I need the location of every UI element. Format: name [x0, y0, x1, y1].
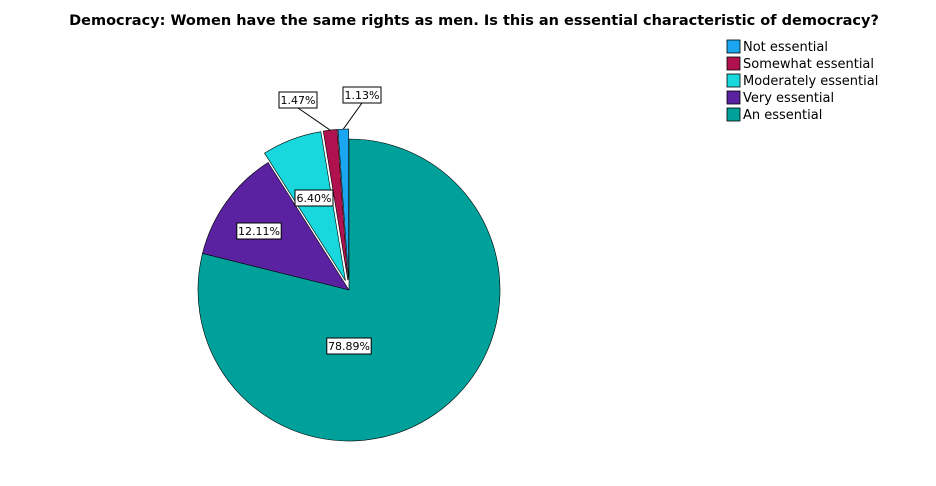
- legend-label: Very essential: [743, 91, 834, 106]
- slice-somewhat-essential: [322, 129, 349, 281]
- data-label-box: [294, 189, 334, 207]
- legend-item-somewhat-essential: Somewhat essential: [726, 56, 874, 72]
- legend-label: An essential: [743, 108, 822, 123]
- legend-swatch: [726, 90, 741, 105]
- legend-item-not-essential: Not essential: [726, 39, 828, 55]
- data-label-box: [342, 86, 382, 104]
- data-label-box: [278, 91, 318, 109]
- data-label-an-essential: 78.89%: [326, 337, 372, 355]
- legend-label: Somewhat essential: [743, 57, 874, 72]
- legend: Not essential Somewhat essential Moderatel…: [726, 39, 878, 123]
- legend-label: Not essential: [743, 40, 828, 55]
- slice-not-essential: [337, 128, 349, 281]
- slice-an-essential: [197, 138, 501, 442]
- legend-swatch: [726, 73, 741, 88]
- data-label-text: 12.11%: [238, 225, 280, 238]
- data-label-box: [326, 337, 372, 355]
- data-label-text: 1.47%: [281, 94, 316, 107]
- data-label-box: [236, 222, 282, 240]
- data-label-text: 6.40%: [297, 192, 332, 205]
- legend-item-very-essential: Very essential: [726, 90, 834, 106]
- data-label-very-essential: 12.11%: [236, 222, 282, 240]
- pie-slices: [197, 128, 501, 442]
- legend-item-an-essential: An essential: [726, 107, 822, 123]
- data-label-not-essential: 1.13%: [342, 86, 382, 130]
- chart-title: Democracy: Women have the same rights as…: [69, 13, 879, 29]
- legend-item-moderately-essential: Moderately essential: [726, 73, 878, 89]
- data-label-text: 1.13%: [345, 89, 380, 102]
- leader-line: [342, 102, 363, 130]
- leader-line: [297, 107, 331, 131]
- legend-swatch: [726, 107, 741, 122]
- data-label-somewhat-essential: 1.47%: [278, 91, 331, 131]
- data-label-moderately-essential: 6.40%: [294, 189, 334, 207]
- legend-swatch: [726, 39, 741, 54]
- pie-data-labels: 1.13% 1.47% 6.40% 12.11% 78.89%: [236, 86, 382, 355]
- data-label-text: 78.89%: [328, 340, 370, 353]
- legend-label: Moderately essential: [743, 74, 878, 89]
- legend-swatch: [726, 56, 741, 71]
